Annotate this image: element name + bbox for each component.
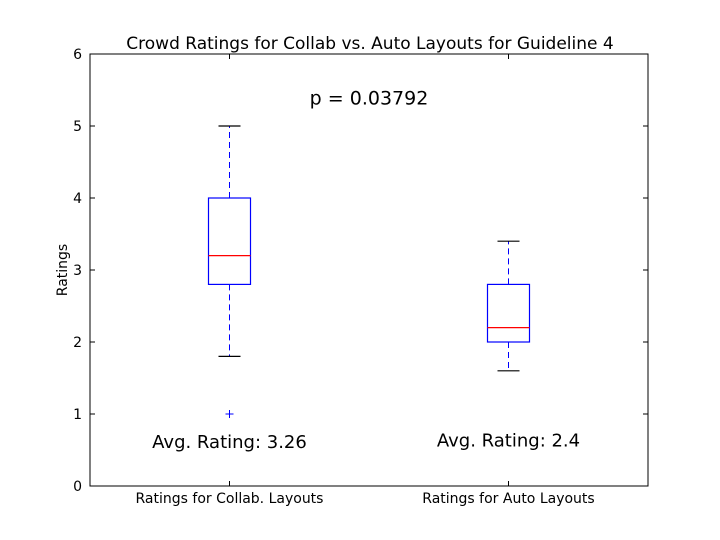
- p-value-annotation: p = 0.03792: [310, 87, 429, 109]
- avg-rating-annotation: Avg. Rating: 2.4: [437, 430, 580, 451]
- box: [486, 283, 531, 343]
- y-tick-label: 1: [73, 407, 82, 423]
- plot-frame: [89, 53, 649, 487]
- y-tick-label: 6: [73, 47, 82, 63]
- plot-area: 0 1 2 3 4 5 6 Ratings for Collab. Layouts Rating…: [73, 47, 648, 507]
- y-tick-label: 2: [73, 335, 82, 351]
- y-tick-label: 3: [73, 263, 82, 279]
- y-tick-label: 4: [73, 191, 82, 207]
- y-tick-label: 0: [73, 479, 82, 495]
- box: [207, 197, 252, 286]
- x-tick-label: Ratings for Auto Layouts: [422, 491, 594, 507]
- y-tick-label: 5: [73, 119, 82, 135]
- avg-rating-annotation: Avg. Rating: 3.26: [152, 432, 307, 453]
- y-axis-label: Ratings: [55, 244, 71, 296]
- chart-title: Crowd Ratings for Collab vs. Auto Layout…: [126, 34, 613, 54]
- x-tick-label: Ratings for Collab. Layouts: [136, 491, 324, 507]
